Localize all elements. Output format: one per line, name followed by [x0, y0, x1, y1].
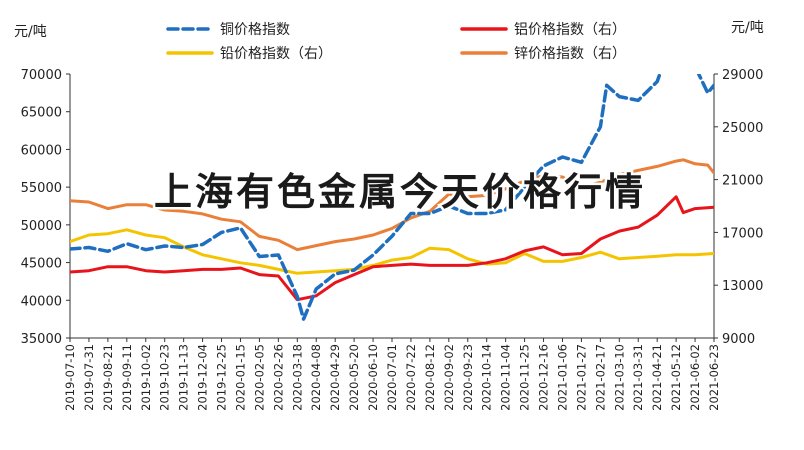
right-axis-ticks: 9000 13000 17000 21000 25000 29000 [714, 68, 763, 347]
overlay-title: 上海有色金属今天价格行情 [154, 170, 646, 214]
x-tick-label: 2021-03-31 [631, 344, 645, 411]
right-tick-label: 9000 [722, 332, 755, 347]
x-tick-label: 2021-01-27 [574, 344, 588, 411]
x-tick-label: 2020-02-05 [252, 344, 266, 411]
x-tick-label: 2019-09-11 [120, 344, 134, 411]
x-tick-label: 2019-08-21 [101, 344, 115, 411]
left-tick-label: 65000 [21, 106, 62, 121]
series-line-1 [70, 228, 714, 275]
x-tick-label: 2021-04-21 [650, 344, 664, 411]
x-tick-label: 2021-03-10 [612, 344, 626, 411]
x-tick-label: 2020-09-23 [461, 344, 475, 411]
right-axis-unit: 元/吨 [731, 20, 764, 36]
left-tick-label: 55000 [21, 181, 62, 196]
series-line-2 [70, 158, 714, 252]
legend-label-4: 锌价格指数（右） [514, 46, 626, 62]
legend-label-1: 铜价格指数 [220, 22, 290, 38]
left-axis-unit: 元/吨 [14, 24, 47, 40]
x-tick-label: 2020-08-12 [423, 344, 437, 411]
right-tick-label: 29000 [722, 68, 763, 83]
x-tick-label: 2019-10-23 [158, 344, 172, 411]
x-tick-label: 2020-01-15 [233, 344, 247, 411]
x-tick-label: 2020-07-01 [385, 344, 399, 411]
x-axis-ticks: 2019-07-10 2019-07-31 2019-08-21 2019-09-11… [63, 338, 721, 411]
x-tick-label: 2021-02-17 [593, 344, 607, 411]
x-tick-label: 2020-11-04 [499, 344, 513, 411]
right-tick-label: 25000 [722, 121, 763, 136]
x-tick-label: 2021-05-12 [669, 344, 683, 411]
left-tick-label: 50000 [21, 219, 62, 234]
x-tick-label: 2019-11-13 [177, 344, 191, 411]
series-line-4 [70, 74, 714, 321]
series-line-3 [70, 195, 714, 302]
x-tick-label: 2019-07-10 [63, 344, 77, 411]
legend-label-3: 铅价格指数（右） [220, 46, 332, 62]
right-tick-label: 17000 [722, 226, 763, 241]
left-tick-label: 40000 [21, 294, 62, 309]
left-axis-ticks: 35000 40000 45000 50000 55000 60000 65000 70000 [21, 68, 70, 347]
x-tick-label: 2019-12-25 [215, 344, 229, 411]
x-tick-label: 2019-07-31 [82, 344, 96, 411]
left-tick-label: 60000 [21, 143, 62, 158]
legend: 铜价格指数 铝价格指数（右） 铅价格指数（右） 锌价格指数（右） [166, 22, 626, 62]
x-tick-label: 2020-04-29 [328, 344, 342, 411]
right-tick-label: 21000 [722, 174, 763, 189]
x-tick-label: 2020-09-02 [442, 344, 456, 411]
x-tick-label: 2020-03-18 [290, 344, 304, 411]
x-tick-label: 2020-02-26 [271, 344, 285, 411]
x-tick-label: 2020-07-22 [404, 344, 418, 411]
x-tick-label: 2021-06-23 [707, 344, 721, 411]
left-tick-label: 35000 [21, 332, 62, 347]
x-tick-label: 2020-06-10 [366, 344, 380, 411]
x-tick-label: 2020-05-20 [347, 344, 361, 411]
right-tick-label: 13000 [722, 279, 763, 294]
x-tick-label: 2019-10-02 [139, 344, 153, 411]
series-lines [70, 74, 714, 321]
x-tick-label: 2019-12-04 [196, 344, 210, 411]
x-tick-label: 2021-06-02 [688, 344, 702, 411]
x-tick-label: 2020-11-25 [518, 344, 532, 411]
x-tick-label: 2020-10-14 [480, 344, 494, 411]
x-tick-label: 2020-12-16 [537, 344, 551, 411]
left-tick-label: 45000 [21, 257, 62, 272]
x-tick-label: 2020-04-08 [309, 344, 323, 411]
legend-label-2: 铝价格指数（右） [514, 22, 626, 38]
left-tick-label: 70000 [21, 68, 62, 83]
x-tick-label: 2021-01-06 [555, 344, 569, 411]
